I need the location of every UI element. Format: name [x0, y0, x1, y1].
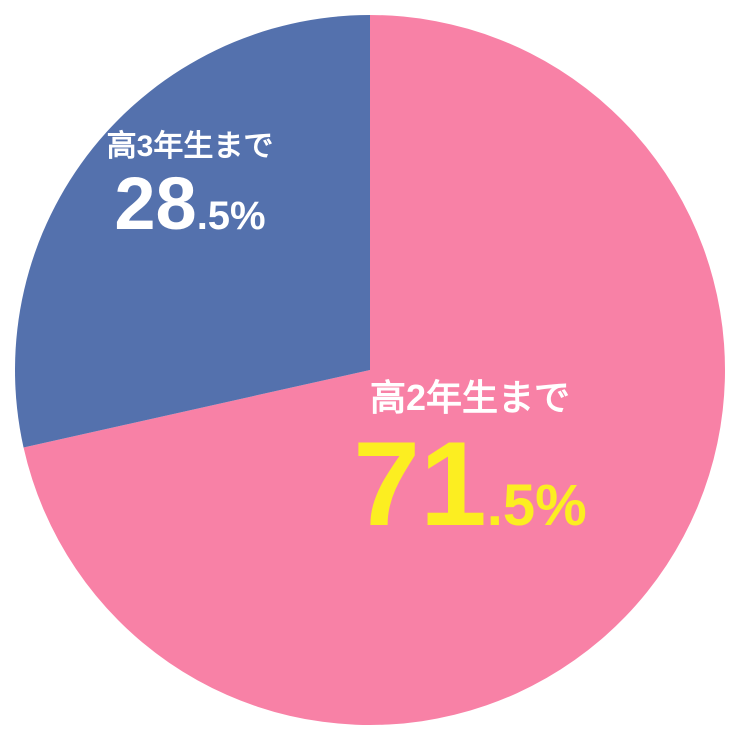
slice-title-grade3: 高3年生まで: [60, 130, 320, 163]
pie-chart: 高2年生まで 71.5% 高3年生まで 28.5%: [0, 0, 740, 740]
slice-value-big-grade2: 71: [353, 417, 486, 551]
slice-value-small-grade3: .5%: [197, 194, 266, 238]
slice-label-grade2: 高2年生まで 71.5%: [280, 378, 660, 550]
slice-value-big-grade3: 28: [114, 162, 196, 245]
slice-value-grade2: 71.5%: [280, 418, 660, 550]
slice-title-grade2: 高2年生まで: [280, 378, 660, 418]
slice-value-small-grade2: .5%: [487, 473, 587, 538]
slice-value-grade3: 28.5%: [60, 163, 320, 244]
pie-svg: [0, 0, 740, 740]
slice-label-grade3: 高3年生まで 28.5%: [60, 130, 320, 244]
